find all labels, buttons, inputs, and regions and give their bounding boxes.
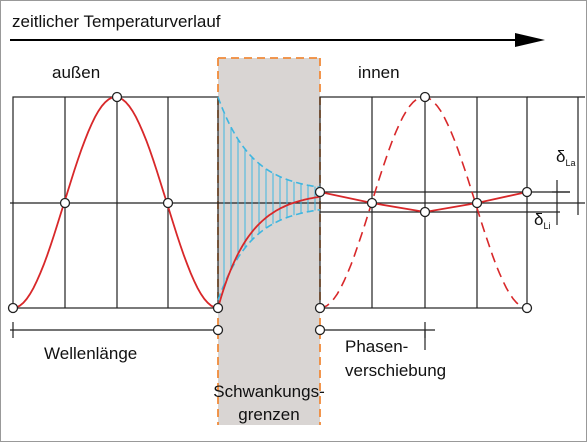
limits-label: grenzen [238,405,299,424]
node [212,324,224,336]
node [212,302,224,314]
node [521,186,533,198]
envelope [217,208,321,301]
node [366,197,378,209]
node [162,197,174,209]
delta-sub: Li [543,221,550,231]
limits-label: Schwankungs- [213,382,325,401]
arrow-head [515,33,545,47]
node [111,91,123,103]
phase-label: Phasen- [345,337,408,356]
wall [218,58,320,425]
node [314,186,326,198]
node [59,197,71,209]
delta-symbol: δ [556,147,565,166]
delta-symbol: δ [534,210,543,229]
outside-label: außen [52,63,100,82]
node [419,206,431,218]
node [314,302,326,314]
wavelength-label: Wellenlänge [44,344,137,363]
node [521,302,533,314]
envelope [217,96,321,189]
node [7,302,19,314]
inside-label: innen [358,63,400,82]
delta-sub: La [565,158,575,168]
delta-outside: δLa [556,147,575,168]
wall-curve [217,195,321,309]
node [471,197,483,209]
delta-inside: δLi [534,210,550,231]
title: zeitlicher Temperaturverlauf [12,12,221,31]
node [419,91,431,103]
phase-label: verschiebung [345,361,446,380]
node [314,324,326,336]
